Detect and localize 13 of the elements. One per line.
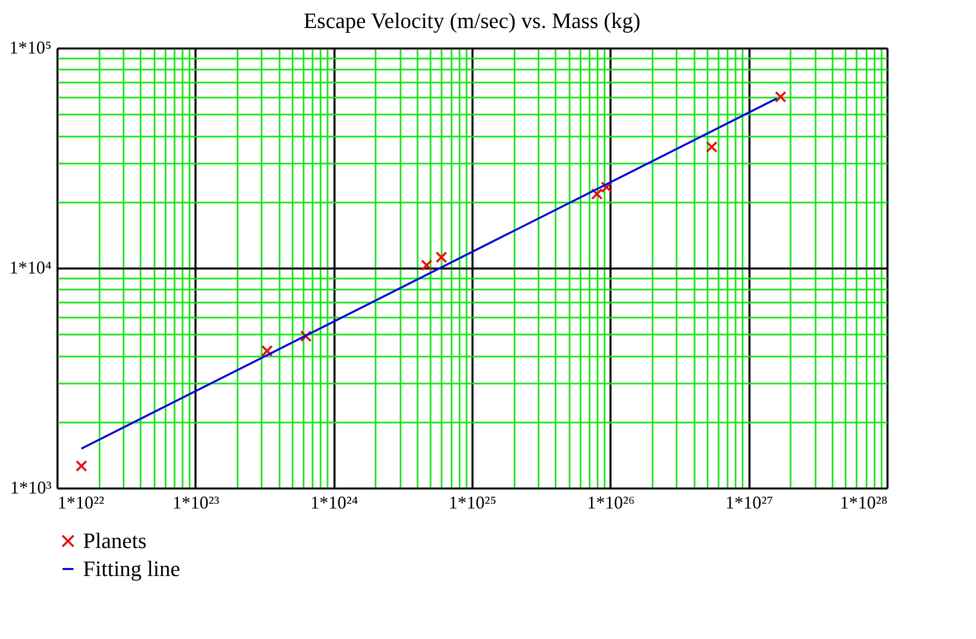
x-tick-label: 1*10²²	[58, 492, 104, 512]
y-tick-label: 1*10⁴	[9, 258, 52, 278]
legend-label: Planets	[83, 528, 147, 553]
x-tick-label: 1*10²⁴	[310, 492, 358, 512]
chart-title: Escape Velocity (m/sec) vs. Mass (kg)	[304, 8, 640, 33]
x-tick-label: 1*10²⁵	[448, 492, 496, 512]
x-tick-label: 1*10²⁸	[840, 492, 888, 512]
x-tick-label: 1*10²⁷	[725, 492, 774, 512]
y-tick-label: 1*10⁵	[9, 38, 52, 58]
y-tick-label: 1*10³	[10, 478, 52, 498]
x-tick-label: 1*10²³	[172, 492, 220, 512]
x-tick-label: 1*10²⁶	[586, 492, 635, 512]
legend-label: Fitting line	[83, 556, 180, 581]
